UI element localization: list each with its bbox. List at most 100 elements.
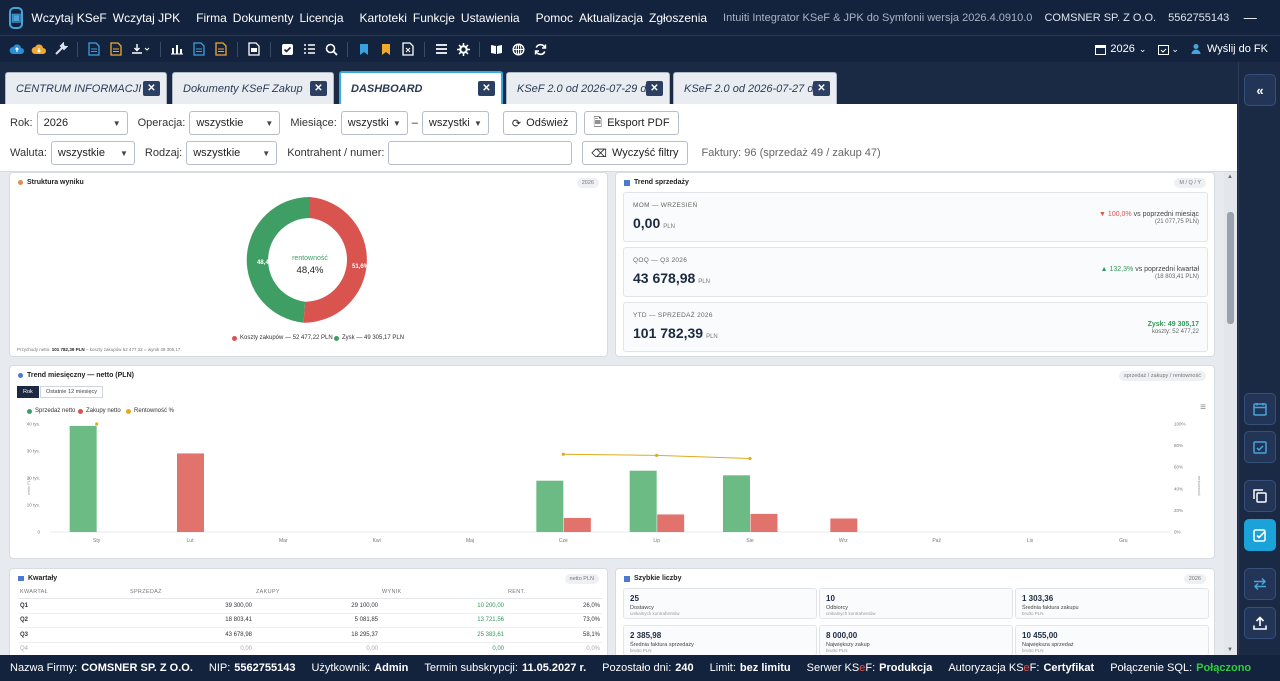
scroll-thumb[interactable] bbox=[1227, 212, 1234, 324]
menu-zgloszenia[interactable]: Zgłoszenia bbox=[649, 10, 708, 25]
document-dark-icon[interactable] bbox=[246, 41, 262, 57]
search-icon[interactable] bbox=[323, 41, 339, 57]
menu-firma[interactable]: Firma bbox=[196, 10, 227, 25]
card-title: Trend sprzedaży bbox=[634, 179, 689, 186]
document-orange-icon[interactable] bbox=[108, 41, 124, 57]
book-icon[interactable] bbox=[488, 41, 504, 57]
bar-zakupy bbox=[750, 513, 778, 532]
invoice-count: Faktury: 96 (sprzedaż 49 / zakup 47) bbox=[701, 147, 881, 159]
status-pozostalo: Pozostało dni: 240 bbox=[602, 662, 694, 674]
trend-chart-icon bbox=[624, 179, 630, 186]
y-tick-label-left: 10 tys. bbox=[27, 503, 40, 508]
globe-icon[interactable] bbox=[510, 41, 526, 57]
menu-wczytaj-ksef[interactable]: Wczytaj KSeF bbox=[31, 10, 107, 25]
x-tick-label: Sty bbox=[93, 538, 101, 544]
send-to-fk-button[interactable]: Wyślij do FK bbox=[1191, 43, 1268, 55]
menu-aktualizacja[interactable]: Aktualizacja bbox=[578, 10, 643, 25]
download-icon[interactable] bbox=[130, 41, 152, 57]
list-icon[interactable] bbox=[301, 41, 317, 57]
card-badge: 2026 bbox=[1183, 574, 1206, 584]
bar-sprzedaz bbox=[536, 480, 564, 532]
refresh-icon[interactable] bbox=[532, 41, 548, 57]
close-icon[interactable]: ✕ bbox=[478, 81, 495, 96]
close-icon[interactable]: ✕ bbox=[646, 81, 663, 96]
document-xml-icon[interactable] bbox=[86, 41, 102, 57]
miesiac-do-select[interactable]: wszystkie▼ bbox=[421, 111, 489, 135]
tab-centrum-informacji[interactable]: CENTRUM INFORMACJI ✕ bbox=[5, 72, 167, 104]
donut-right-pct: 51,6% bbox=[352, 264, 370, 270]
legend-profit: Zysk — 49 305,17 PLN bbox=[334, 335, 404, 341]
card-title: Szybkie liczby bbox=[634, 575, 682, 582]
close-icon[interactable]: ✕ bbox=[813, 81, 830, 96]
scroll-up-icon[interactable]: ▲ bbox=[1227, 174, 1233, 180]
export-pdf-button[interactable]: 🗎 Eksport PDF bbox=[584, 111, 679, 135]
wrench-icon[interactable] bbox=[53, 41, 69, 57]
waluta-select[interactable]: wszystkie ▼ bbox=[50, 141, 135, 165]
upload-button[interactable] bbox=[1244, 607, 1276, 639]
chevron-down-icon: ▼ bbox=[112, 118, 121, 128]
kontrahent-input[interactable] bbox=[388, 141, 573, 165]
kontrahent-label: Kontrahent / numer: bbox=[287, 147, 385, 159]
table-icon[interactable] bbox=[433, 41, 449, 57]
chip-ostatnie-12[interactable]: Ostatnie 12 miesięcy bbox=[40, 386, 104, 398]
calendar-check-button[interactable] bbox=[1244, 431, 1276, 463]
tab-dokumenty-ksef-zakup[interactable]: Dokumenty KSeF Zakup ✕ bbox=[172, 72, 334, 104]
stat-najwieksza-sprzedaz: 10 455,00 Największa sprzedaż brutto PLN bbox=[1015, 625, 1209, 655]
tab-dashboard[interactable]: DASHBOARD ✕ bbox=[339, 71, 503, 104]
menu-kartoteki[interactable]: Kartoteki bbox=[359, 10, 407, 25]
year-selector[interactable]: 2026 ⌄ bbox=[1095, 43, 1146, 55]
tab-ksef-2026-07-29[interactable]: KSeF 2.0 od 2026-07-29 do 2026-07-29 ✕ bbox=[506, 72, 670, 104]
x-tick-label: Gru bbox=[1119, 538, 1128, 544]
gear-icon[interactable] bbox=[455, 41, 471, 57]
maximize-button[interactable]: ❐ bbox=[1271, 0, 1280, 35]
calendar-icon bbox=[1253, 403, 1267, 416]
stat-srednia-sprzedazy: 2 385,98 Średnia faktura sprzedaży brutt… bbox=[623, 625, 817, 655]
trend-bar-chart: netto PLN rentowność 0 10 tys. 20 tys. 30 t… bbox=[26, 422, 1202, 545]
operacja-label: Operacja: bbox=[137, 117, 186, 129]
struktura-footnote: Przychody netto: 101 782,39 PLN − koszty… bbox=[17, 347, 182, 352]
tab-ksef-2026-07-27[interactable]: KSeF 2.0 od 2026-07-27 do 2026-07-27 ✕ bbox=[673, 72, 837, 104]
document-blue-icon[interactable] bbox=[191, 41, 207, 57]
menu-pomoc[interactable]: Pomoc bbox=[535, 10, 573, 25]
bar-chart-icon[interactable] bbox=[169, 41, 185, 57]
y-tick-label-right: 100% bbox=[1174, 422, 1186, 427]
legend-rentownosc: Rentowność % bbox=[126, 408, 174, 414]
calendar-check-selector[interactable]: ⌄ bbox=[1158, 44, 1179, 55]
minimize-button[interactable]: — bbox=[1243, 10, 1257, 25]
document-x-icon[interactable] bbox=[400, 41, 416, 57]
menu-wczytaj-jpk[interactable]: Wczytaj JPK bbox=[112, 10, 181, 25]
refresh-button[interactable]: ⟳ Odśwież bbox=[502, 111, 578, 135]
document-orange2-icon[interactable] bbox=[213, 41, 229, 57]
swap-button[interactable] bbox=[1244, 568, 1276, 600]
rok-select[interactable]: 2026 ▼ bbox=[36, 111, 128, 135]
close-icon[interactable]: ✕ bbox=[310, 81, 327, 96]
menu-funkcje[interactable]: Funkcje bbox=[412, 10, 455, 25]
edit-check-button[interactable] bbox=[1244, 519, 1276, 551]
rodzaj-select[interactable]: wszystkie ▼ bbox=[186, 141, 278, 165]
chip-rok[interactable]: Rok bbox=[17, 386, 39, 398]
miesiac-od-select[interactable]: wszystkie▼ bbox=[340, 111, 408, 135]
bookmark-orange-icon[interactable] bbox=[378, 41, 394, 57]
scroll-down-icon[interactable]: ▼ bbox=[1227, 647, 1233, 653]
close-icon[interactable]: ✕ bbox=[143, 81, 160, 96]
chart-menu-icon[interactable]: ≡ bbox=[1200, 402, 1206, 413]
cloud-download-icon[interactable] bbox=[31, 41, 47, 57]
refresh-icon: ⟳ bbox=[511, 117, 522, 130]
menu-dokumenty[interactable]: Dokumenty bbox=[232, 10, 294, 25]
donut-slice-profit bbox=[246, 196, 310, 323]
company-name: COMSNER SP. Z O.O. bbox=[1044, 11, 1157, 24]
menu-licencja[interactable]: Licencja bbox=[299, 10, 344, 25]
copy-button[interactable] bbox=[1244, 480, 1276, 512]
chevron-down-icon: ▼ bbox=[265, 118, 274, 128]
check-square-icon[interactable] bbox=[279, 41, 295, 57]
collapse-sidebar-button[interactable]: « bbox=[1244, 74, 1276, 106]
calendar-button[interactable] bbox=[1244, 393, 1276, 425]
right-sidebar: « bbox=[1238, 62, 1280, 655]
operacja-select[interactable]: wszystkie ▼ bbox=[189, 111, 281, 135]
cloud-upload-icon[interactable] bbox=[9, 41, 25, 57]
struktura-wyniku-card: Struktura wyniku 2026 48,4% 51,6% rentow… bbox=[9, 172, 608, 357]
clear-filters-button[interactable]: ⌫ Wyczyść filtry bbox=[582, 141, 688, 165]
bookmark-blue-icon[interactable] bbox=[356, 41, 372, 57]
vertical-scrollbar[interactable]: ▲ ▼ bbox=[1224, 172, 1237, 655]
menu-ustawienia[interactable]: Ustawienia bbox=[460, 10, 520, 25]
